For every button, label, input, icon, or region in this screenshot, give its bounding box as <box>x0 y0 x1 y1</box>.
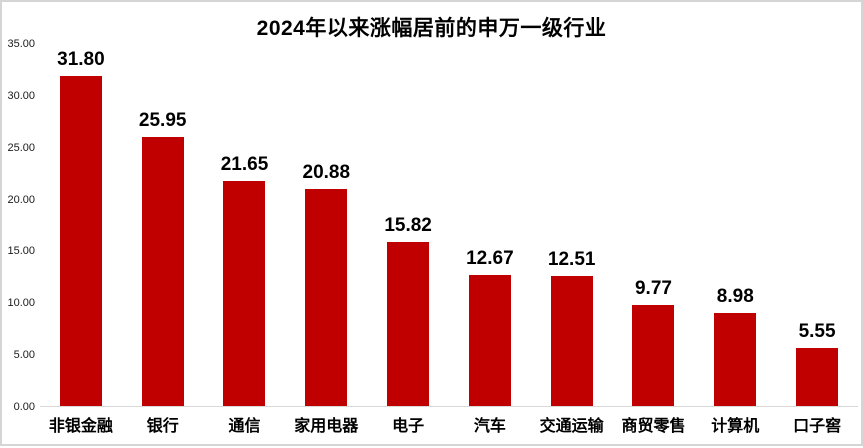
bar-value-label: 9.77 <box>634 277 672 299</box>
bar-slot: 20.88 <box>285 44 367 406</box>
bar-value-label: 5.55 <box>798 321 836 343</box>
x-axis-label: 银行 <box>146 418 179 435</box>
bar-slot: 31.80 <box>40 44 122 406</box>
bar-value-label: 25.95 <box>138 109 187 131</box>
bar <box>305 189 348 406</box>
y-tick-label: 25.00 <box>7 141 35 154</box>
bar-value-label: 12.51 <box>547 249 596 271</box>
x-axis-label: 通信 <box>228 418 261 435</box>
bar-value-label: 21.65 <box>220 154 269 176</box>
bar <box>550 276 593 406</box>
x-axis-label: 口子窖 <box>793 418 842 435</box>
x-axis: 非银金融 银行 通信 家用电器 电子 汽车 交通运输 商贸零售 计算机 口子窖 <box>40 416 858 438</box>
y-tick-label: 30.00 <box>7 89 35 102</box>
bar-value-label: 12.67 <box>466 247 514 269</box>
bar <box>796 348 839 406</box>
y-axis: 35.00 30.00 25.00 20.00 15.00 10.00 5.00 0.00 <box>2 2 35 448</box>
y-tick-label: 15.00 <box>7 245 35 258</box>
x-axis-label: 计算机 <box>711 418 760 435</box>
x-axis-label: 商贸零售 <box>621 418 686 435</box>
bar-slot: 25.95 <box>122 44 204 406</box>
bar <box>387 241 430 406</box>
bar-value-label: 8.98 <box>716 285 754 307</box>
bar <box>59 76 102 406</box>
y-tick-label: 20.00 <box>7 193 35 206</box>
x-axis-label: 汽车 <box>473 418 506 435</box>
bar-slot: 21.65 <box>204 44 286 406</box>
x-axis-label: 电子 <box>392 418 425 435</box>
bar <box>223 181 266 406</box>
bar-slot: 12.51 <box>531 44 613 406</box>
bar-slot: 15.82 <box>367 44 449 406</box>
y-tick-label: 10.00 <box>7 297 35 310</box>
y-tick-label: 0.00 <box>13 401 35 413</box>
x-axis-label: 非银金融 <box>48 418 113 435</box>
plot-area: 31.80 25.95 21.65 20.88 15.82 12.67 12.51 9.77 8… <box>40 44 858 407</box>
chart-title: 2024年以来涨幅居前的申万一级行业 <box>256 17 607 40</box>
bar-value-label: 20.88 <box>302 162 351 184</box>
bar-value-label: 31.80 <box>57 49 105 71</box>
x-axis-label: 交通运输 <box>539 418 604 435</box>
bar-slot: 5.55 <box>776 44 858 406</box>
y-tick-label: 5.00 <box>13 349 35 362</box>
bar <box>632 304 675 406</box>
bar <box>141 136 184 406</box>
bar-value-label: 15.82 <box>384 214 432 236</box>
bar <box>468 274 511 406</box>
bar <box>714 312 757 406</box>
bar-slot: 12.67 <box>449 44 531 406</box>
bar-slot: 9.77 <box>613 44 695 406</box>
x-axis-label: 家用电器 <box>294 418 359 435</box>
y-tick-label: 35.00 <box>7 38 35 50</box>
bar-slot: 8.98 <box>694 44 776 406</box>
